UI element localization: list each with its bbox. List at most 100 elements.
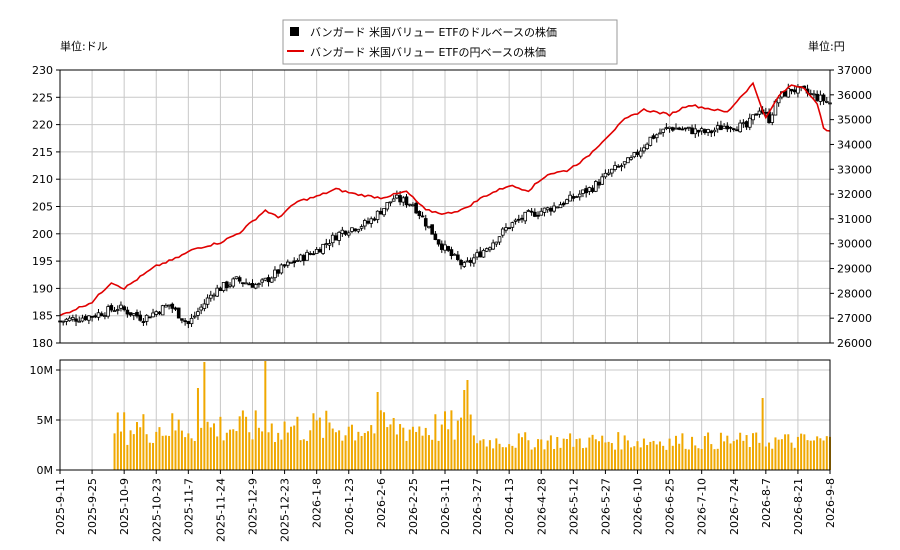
volume-bar	[174, 430, 177, 470]
volume-bar	[248, 432, 251, 470]
volume-bar	[662, 445, 665, 470]
candle	[574, 195, 579, 198]
x-tick-label: 2026-8-7	[760, 478, 773, 528]
volume-bar	[617, 432, 620, 470]
volume-bar	[511, 445, 514, 470]
volume-bar	[264, 361, 267, 470]
candle	[677, 126, 682, 131]
candle	[391, 195, 396, 202]
x-tick-label: 2025-9-25	[86, 478, 99, 535]
candle	[298, 253, 303, 263]
right-tick-label: 27000	[837, 312, 872, 325]
left-tick-label: 215	[32, 146, 53, 159]
volume-bar	[190, 438, 193, 470]
volume-bar	[774, 437, 777, 470]
volume-bar	[241, 410, 244, 470]
candle	[526, 209, 531, 212]
candle	[565, 198, 569, 205]
candle	[497, 236, 502, 246]
candle	[285, 259, 290, 268]
volume-bar	[328, 422, 331, 470]
volume-bar	[267, 432, 270, 470]
candle	[362, 218, 367, 230]
candle	[395, 190, 399, 200]
candle	[757, 107, 762, 118]
candle	[484, 247, 489, 253]
candle	[109, 303, 114, 313]
candle	[346, 230, 351, 238]
candle	[308, 251, 313, 256]
candle	[350, 227, 354, 234]
volume-bar	[187, 433, 190, 470]
volume-bar	[171, 413, 174, 470]
candle	[744, 120, 749, 130]
x-tick-label: 2025-12-23	[279, 478, 292, 542]
volume-bar	[370, 425, 373, 470]
volume-bar	[540, 439, 543, 470]
candle	[603, 169, 608, 179]
candle	[196, 307, 200, 320]
volume-bar	[395, 434, 398, 470]
volume-bar	[389, 424, 392, 470]
candle	[324, 238, 329, 249]
volume-bar	[411, 426, 414, 470]
volume-bar	[508, 444, 511, 470]
volume-bar	[800, 433, 803, 470]
volume-bar	[123, 412, 126, 470]
volume-bar	[537, 439, 540, 470]
candle	[225, 280, 229, 292]
price-candles	[58, 83, 832, 329]
volume-bar	[306, 440, 309, 470]
candle	[334, 232, 338, 241]
candle	[635, 149, 640, 158]
x-tick-label: 2026-1-8	[311, 478, 324, 528]
volume-tick-label: 5M	[37, 414, 54, 427]
candle	[680, 126, 685, 131]
volume-bar	[591, 434, 594, 470]
candle	[491, 239, 495, 250]
candle	[590, 185, 595, 194]
volume-bar	[796, 436, 799, 470]
left-tick-label: 200	[32, 228, 53, 241]
x-tick-label: 2025-10-23	[150, 478, 163, 542]
volume-bar	[533, 447, 536, 470]
candle	[183, 318, 187, 326]
volume-bar	[655, 444, 658, 470]
volume-bar	[408, 429, 411, 470]
candle	[77, 316, 82, 323]
candle	[282, 264, 287, 268]
candle	[90, 315, 94, 322]
legend-dollar-marker	[290, 27, 299, 36]
volume-bar	[200, 427, 203, 470]
candle	[751, 114, 755, 125]
volume-bar	[498, 443, 501, 470]
volume-bar	[392, 417, 395, 470]
candle	[690, 124, 694, 135]
volume-bar	[607, 441, 610, 470]
candle	[587, 186, 592, 196]
x-tick-label: 2026-5-27	[599, 478, 612, 535]
candle	[112, 306, 117, 312]
volume-bar	[819, 438, 822, 470]
volume-bar	[556, 436, 559, 470]
x-tick-label: 2026-2-6	[375, 478, 388, 528]
volume-bar	[665, 449, 668, 470]
candle	[703, 128, 707, 135]
right-tick-label: 30000	[837, 238, 872, 251]
volume-bar	[610, 443, 613, 470]
candle	[353, 228, 357, 233]
candle	[99, 311, 104, 317]
candle	[205, 294, 210, 309]
candle	[199, 303, 203, 315]
volume-bar	[684, 448, 687, 470]
right-tick-label: 35000	[837, 114, 872, 127]
candle	[382, 208, 386, 217]
candle	[340, 226, 345, 237]
x-tick-label: 2025-9-11	[54, 478, 67, 535]
candle	[683, 127, 688, 132]
unit-right: 単位:円	[808, 39, 845, 53]
candle	[433, 231, 438, 241]
candle	[712, 127, 717, 137]
volume-bar	[748, 447, 751, 470]
